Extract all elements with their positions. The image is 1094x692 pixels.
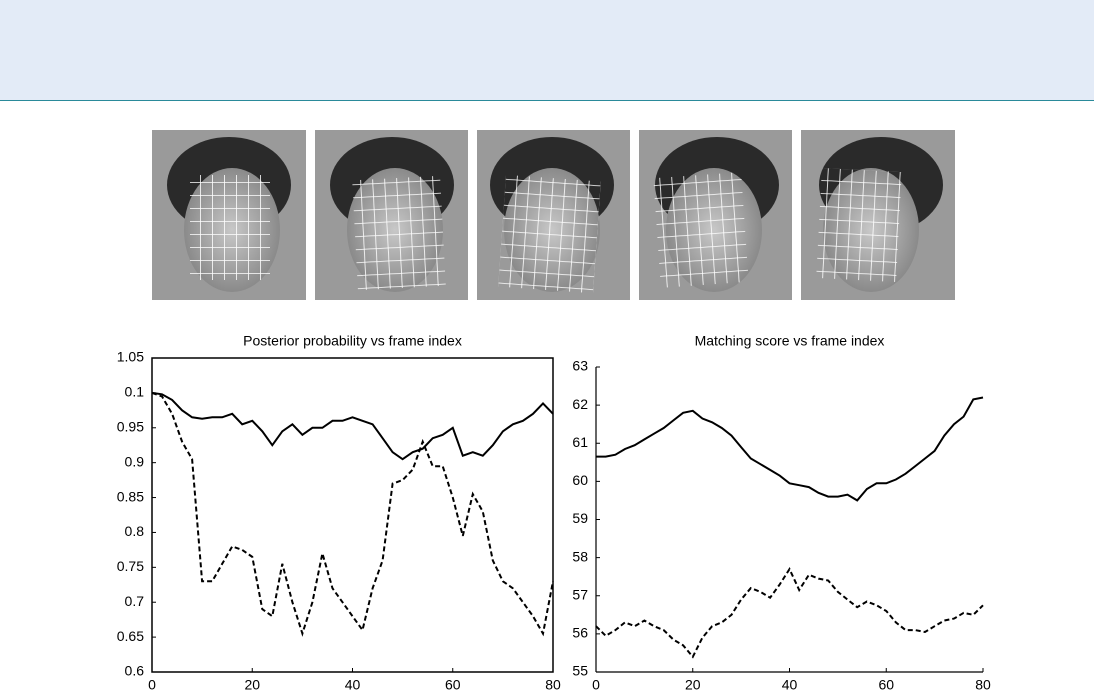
y-tick-label: 59 [572, 510, 588, 526]
y-tick-label: 0.75 [117, 558, 144, 574]
x-tick-label: 40 [345, 677, 361, 692]
x-tick-label: 60 [878, 677, 894, 692]
y-tick-label: 62 [572, 396, 588, 412]
data-line [151, 391, 554, 461]
x-tick-label: 20 [244, 677, 260, 692]
y-tick-label: 60 [572, 472, 588, 488]
y-tick-label: 0.1 [125, 384, 145, 400]
data-line [151, 391, 554, 637]
plot-frame [151, 357, 554, 673]
x-tick-label: 40 [782, 677, 798, 692]
chart-title: Matching score vs frame index [695, 333, 885, 349]
face-image [477, 130, 630, 300]
header-band [0, 0, 1094, 101]
y-tick-label: 58 [572, 548, 588, 564]
x-tick-label: 80 [975, 677, 991, 692]
y-tick-label: 56 [572, 625, 588, 641]
y-tick-label: 55 [572, 663, 588, 679]
y-tick-label: 0.85 [117, 488, 144, 504]
x-tick-label: 0 [148, 677, 156, 692]
data-line [595, 567, 984, 659]
y-tick-label: 61 [572, 434, 588, 450]
data-line [596, 396, 984, 502]
face-image [315, 130, 468, 300]
y-tick-label: 0.8 [125, 523, 145, 539]
face-image [801, 130, 955, 300]
y-tick-label: 1.05 [117, 349, 144, 365]
y-tick-label: 0.7 [125, 593, 145, 609]
face-images [152, 130, 955, 300]
chart-title: Posterior probability vs frame index [243, 333, 462, 349]
x-tick-label: 0 [592, 677, 600, 692]
face-image [639, 130, 792, 300]
y-tick-label: 0.95 [117, 418, 144, 434]
x-tick-label: 20 [685, 677, 701, 692]
y-tick-label: 0.6 [125, 663, 145, 679]
y-tick-label: 0.65 [117, 628, 144, 644]
x-tick-label: 80 [545, 677, 561, 692]
x-tick-label: 60 [445, 677, 461, 692]
y-tick-label: 57 [572, 586, 588, 602]
y-tick-label: 0.9 [125, 453, 145, 469]
face-image [152, 130, 306, 300]
y-tick-label: 63 [572, 358, 588, 374]
